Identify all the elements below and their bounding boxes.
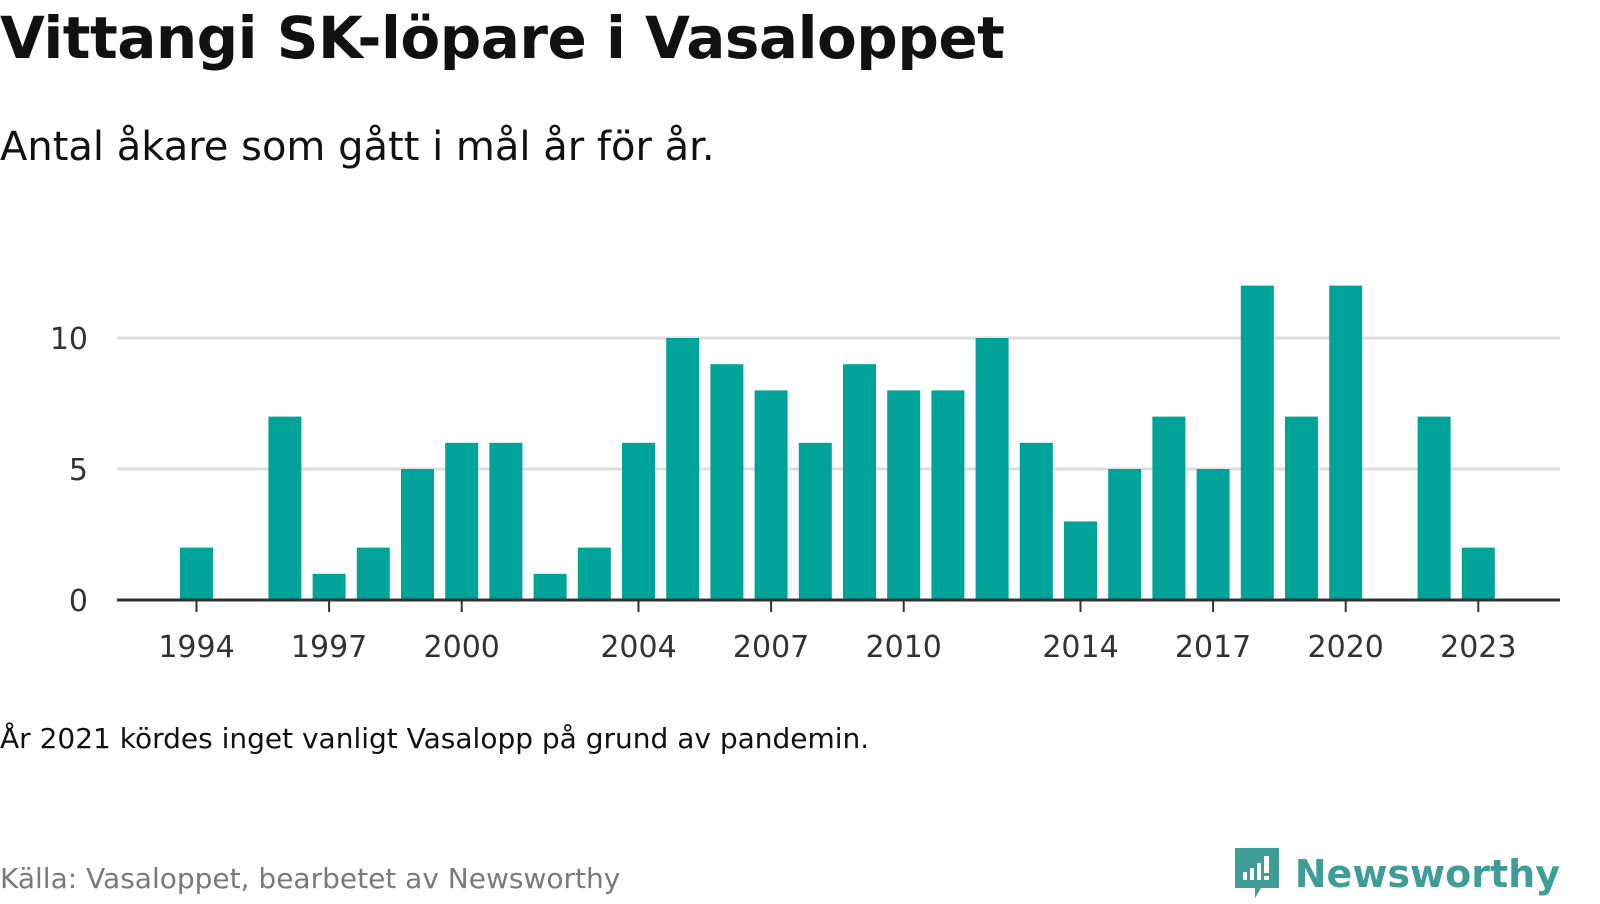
bar-2015 [1108, 469, 1142, 600]
x-axis: 1994 1997 2000 2004 2007 2010 2014 2017 2020 2023 [117, 598, 1560, 665]
gridlines [117, 336, 1560, 471]
bar-2012 [975, 338, 1009, 600]
bar-2006 [710, 364, 744, 600]
bar-2000 [445, 442, 479, 600]
bar-2011 [931, 390, 965, 600]
bar-2016 [1152, 416, 1186, 600]
bar-1998 [356, 547, 390, 600]
bar-2018 [1240, 285, 1274, 600]
y-axis-labels: 0 5 10 [50, 322, 88, 619]
bar-2010 [887, 390, 921, 600]
x-tick-label: 2010 [866, 630, 942, 665]
bar-2009 [843, 364, 876, 600]
x-tick-label: 1994 [158, 630, 234, 665]
bar-2001 [489, 442, 523, 600]
brand: Newsworthy [1231, 844, 1560, 904]
bars [180, 285, 1495, 600]
x-tick-label: 2007 [733, 630, 809, 665]
bar-2013 [1019, 442, 1053, 600]
newsworthy-logo-icon [1231, 844, 1283, 904]
bar-2019 [1285, 416, 1318, 600]
x-tick-label: 2017 [1175, 630, 1251, 665]
bar-1996 [268, 416, 302, 600]
bar-2005 [666, 338, 700, 600]
bar-2023 [1461, 547, 1495, 600]
y-tick-label: 10 [50, 322, 88, 357]
bar-2014 [1064, 521, 1097, 600]
x-tick-label: 2000 [424, 630, 500, 665]
source-text: Källa: Vasaloppet, bearbetet av Newswort… [0, 862, 621, 895]
bar-2004 [622, 442, 655, 600]
bar-chart: 1994 1997 2000 2004 2007 2010 2014 2017 2020 2023… [50, 285, 1560, 665]
x-tick-label: 1997 [291, 630, 367, 665]
bar-2003 [577, 547, 611, 600]
y-tick-label: 0 [69, 584, 88, 619]
bar-2007 [754, 390, 788, 600]
bar-2022 [1417, 416, 1451, 600]
bar-1997 [312, 573, 346, 600]
x-tick-label: 2020 [1308, 630, 1384, 665]
bar-2002 [533, 573, 567, 600]
brand-name: Newsworthy [1294, 852, 1560, 896]
bar-2008 [798, 442, 832, 600]
x-tick-label: 2004 [600, 630, 676, 665]
bar-2020 [1329, 285, 1363, 600]
x-tick-label: 2014 [1042, 630, 1118, 665]
y-tick-label: 5 [69, 453, 88, 488]
x-tick-label: 2023 [1440, 630, 1516, 665]
bar-1994 [180, 547, 213, 600]
chart-title: Vittangi SK-löpare i Vasaloppet [0, 4, 1005, 72]
bar-1999 [401, 469, 434, 600]
footnote: År 2021 kördes inget vanligt Vasalopp på… [0, 722, 870, 755]
bar-2017 [1196, 469, 1230, 600]
chart-subtitle: Antal åkare som gått i mål år för år. [0, 124, 715, 170]
